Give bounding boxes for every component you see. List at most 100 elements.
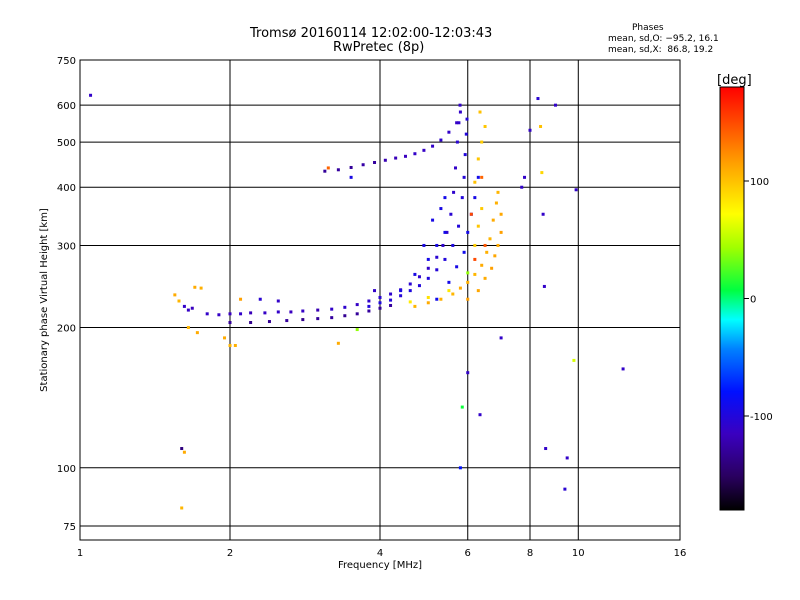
plot-frame xyxy=(79,59,681,541)
data-point xyxy=(447,280,451,284)
data-point xyxy=(476,157,480,161)
data-point xyxy=(483,243,487,247)
data-point xyxy=(458,466,462,470)
data-point xyxy=(89,93,93,97)
data-point xyxy=(466,230,470,234)
data-point xyxy=(276,299,280,303)
data-point xyxy=(473,180,477,184)
data-point xyxy=(520,185,524,189)
data-point xyxy=(301,309,305,313)
y-tick-label: 100 xyxy=(57,464,76,475)
data-point xyxy=(478,413,482,417)
data-point xyxy=(193,285,197,289)
data-point xyxy=(460,405,464,409)
data-point xyxy=(431,144,435,148)
data-point xyxy=(378,306,382,310)
data-point xyxy=(451,292,455,296)
colorbar-label: [deg] xyxy=(717,73,752,88)
data-point xyxy=(186,308,190,312)
data-point xyxy=(373,289,377,293)
data-point xyxy=(485,250,489,254)
data-point xyxy=(301,318,305,322)
data-point xyxy=(426,266,430,270)
data-point xyxy=(441,243,445,247)
data-point xyxy=(431,218,435,222)
data-point xyxy=(190,306,194,310)
data-point xyxy=(480,140,484,144)
data-point xyxy=(343,305,347,309)
data-point xyxy=(343,314,347,318)
data-point xyxy=(488,237,492,241)
data-point xyxy=(541,212,545,216)
data-point xyxy=(389,292,393,296)
data-point xyxy=(223,336,227,340)
data-point xyxy=(443,196,447,200)
data-point xyxy=(186,326,190,330)
data-point xyxy=(499,336,503,340)
data-point xyxy=(493,254,497,258)
data-point xyxy=(355,303,359,307)
chart-subtitle: RwPretec (8p) xyxy=(333,40,425,55)
data-point xyxy=(565,456,569,460)
data-point xyxy=(458,110,462,114)
data-point xyxy=(389,303,393,307)
data-point xyxy=(621,367,625,371)
data-point xyxy=(563,487,567,491)
colorbar-tick-label: 0 xyxy=(750,295,756,306)
y-tick-label: 500 xyxy=(57,138,76,149)
data-point xyxy=(544,447,548,451)
data-point xyxy=(403,154,407,158)
data-point xyxy=(383,158,387,162)
data-point xyxy=(466,280,470,284)
data-point xyxy=(443,257,447,261)
data-point xyxy=(435,268,439,272)
data-point xyxy=(228,312,232,316)
data-point xyxy=(417,275,421,279)
data-point xyxy=(466,371,470,375)
data-point xyxy=(378,301,382,305)
data-point xyxy=(542,284,546,288)
data-point xyxy=(457,121,461,125)
y-tick-labels: 75 100 200 300 400 500 600 750 xyxy=(57,56,76,533)
data-point xyxy=(458,103,462,107)
data-point xyxy=(422,148,426,152)
data-point xyxy=(455,121,459,125)
data-point xyxy=(361,163,365,167)
data-point xyxy=(496,243,500,247)
data-point xyxy=(426,276,430,280)
data-point xyxy=(413,304,417,308)
data-point xyxy=(460,196,464,200)
data-point xyxy=(476,289,480,293)
data-point xyxy=(447,289,451,293)
data-point xyxy=(435,243,439,247)
data-point xyxy=(426,301,430,305)
data-point xyxy=(413,152,417,156)
data-point xyxy=(445,230,449,234)
data-point xyxy=(276,310,280,314)
data-point xyxy=(473,243,477,247)
data-point xyxy=(355,312,359,316)
data-point xyxy=(439,207,443,211)
colorbar xyxy=(719,86,745,511)
data-point xyxy=(462,175,466,179)
info-heading: Phases xyxy=(632,23,664,33)
data-point xyxy=(435,297,439,301)
x-tick-label: 16 xyxy=(674,548,687,559)
data-point xyxy=(349,175,353,179)
data-point xyxy=(452,190,456,194)
data-point xyxy=(417,284,421,288)
data-point xyxy=(182,304,186,308)
data-point xyxy=(426,257,430,261)
data-point xyxy=(458,286,462,290)
data-point xyxy=(449,212,453,216)
x-tick-label: 2 xyxy=(227,548,233,559)
x-tick-labels: 1 2 4 6 8 10 16 xyxy=(77,548,687,559)
data-point xyxy=(258,297,262,301)
data-point xyxy=(394,156,398,160)
data-point xyxy=(435,255,439,259)
data-point xyxy=(523,175,527,179)
data-point xyxy=(177,299,181,303)
data-point xyxy=(336,168,340,172)
data-point xyxy=(378,295,382,299)
